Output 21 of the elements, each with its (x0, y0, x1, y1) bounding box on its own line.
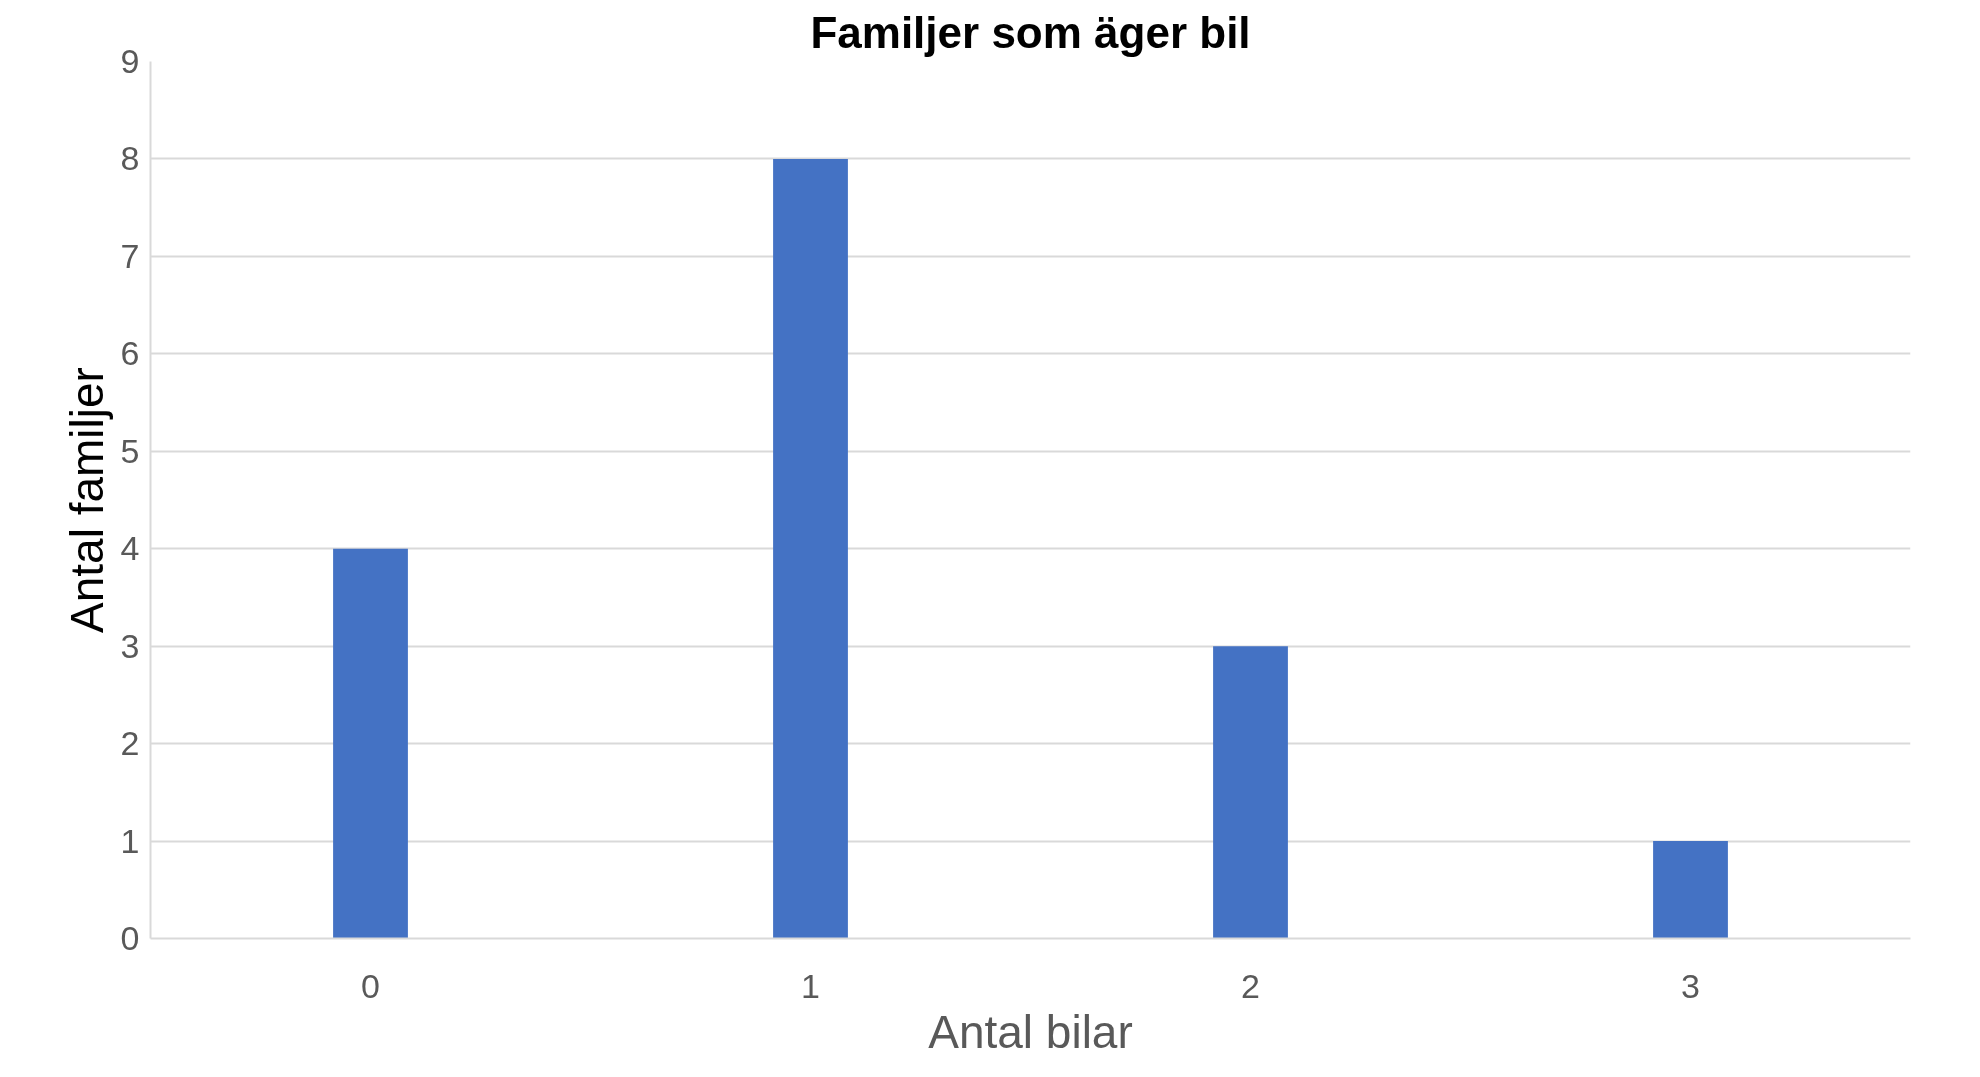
bar (773, 158, 848, 939)
bar (1213, 646, 1288, 939)
y-tick-label: 3 (120, 626, 140, 665)
bar (333, 548, 408, 939)
y-tick-label: 9 (120, 42, 140, 80)
y-axis-title: Antal familjer (60, 367, 113, 633)
x-tick-label: 2 (1241, 966, 1260, 1005)
x-axis-title: Antal bilar (928, 1005, 1133, 1058)
chart-title: Familjer som äger bil (810, 7, 1251, 57)
x-tick-label: 0 (361, 966, 380, 1005)
y-tick-label: 0 (120, 919, 140, 957)
x-tick-label: 3 (1681, 966, 1700, 1005)
y-tick-label: 2 (120, 724, 140, 763)
y-tick-label: 6 (120, 334, 140, 373)
bar (1653, 841, 1728, 939)
y-tick-label: 8 (120, 139, 140, 178)
y-tick-label: 5 (120, 431, 140, 470)
y-tick-label: 7 (120, 236, 140, 275)
x-tick-label: 1 (801, 966, 820, 1005)
y-tick-label: 1 (120, 821, 140, 860)
y-tick-label: 4 (120, 529, 140, 568)
